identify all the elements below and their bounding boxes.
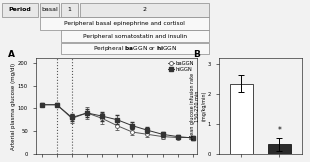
Y-axis label: Mean glucose infusion rate
150-270 min
(mg/kg/min): Mean glucose infusion rate 150-270 min (… xyxy=(189,73,206,139)
Bar xyxy=(40,3,59,17)
Bar xyxy=(61,3,78,17)
Bar xyxy=(61,43,209,54)
Text: Peripheral $\bf{ba}$GGN or $\bf{hi}$GGN: Peripheral $\bf{ba}$GGN or $\bf{hi}$GGN xyxy=(93,44,177,53)
Bar xyxy=(61,30,209,42)
Legend: baGGN, hiGGN: baGGN, hiGGN xyxy=(168,61,194,72)
Bar xyxy=(40,17,209,30)
Text: Period: Period xyxy=(9,7,31,12)
Text: B: B xyxy=(193,50,200,59)
Y-axis label: Arterial plasma glucose (mg/dl): Arterial plasma glucose (mg/dl) xyxy=(11,63,16,150)
Text: 1: 1 xyxy=(68,7,72,12)
Bar xyxy=(2,3,38,17)
Text: A: A xyxy=(8,50,15,59)
Text: *: * xyxy=(277,126,281,135)
Bar xyxy=(230,84,253,154)
Bar xyxy=(268,144,291,154)
Text: basal: basal xyxy=(41,7,58,12)
Text: 2: 2 xyxy=(142,7,146,12)
Text: Peripheral basal epinephrine and cortisol: Peripheral basal epinephrine and cortiso… xyxy=(64,21,185,26)
Bar xyxy=(80,3,209,17)
Text: Peripheral somatostatin and insulin: Peripheral somatostatin and insulin xyxy=(83,34,187,39)
